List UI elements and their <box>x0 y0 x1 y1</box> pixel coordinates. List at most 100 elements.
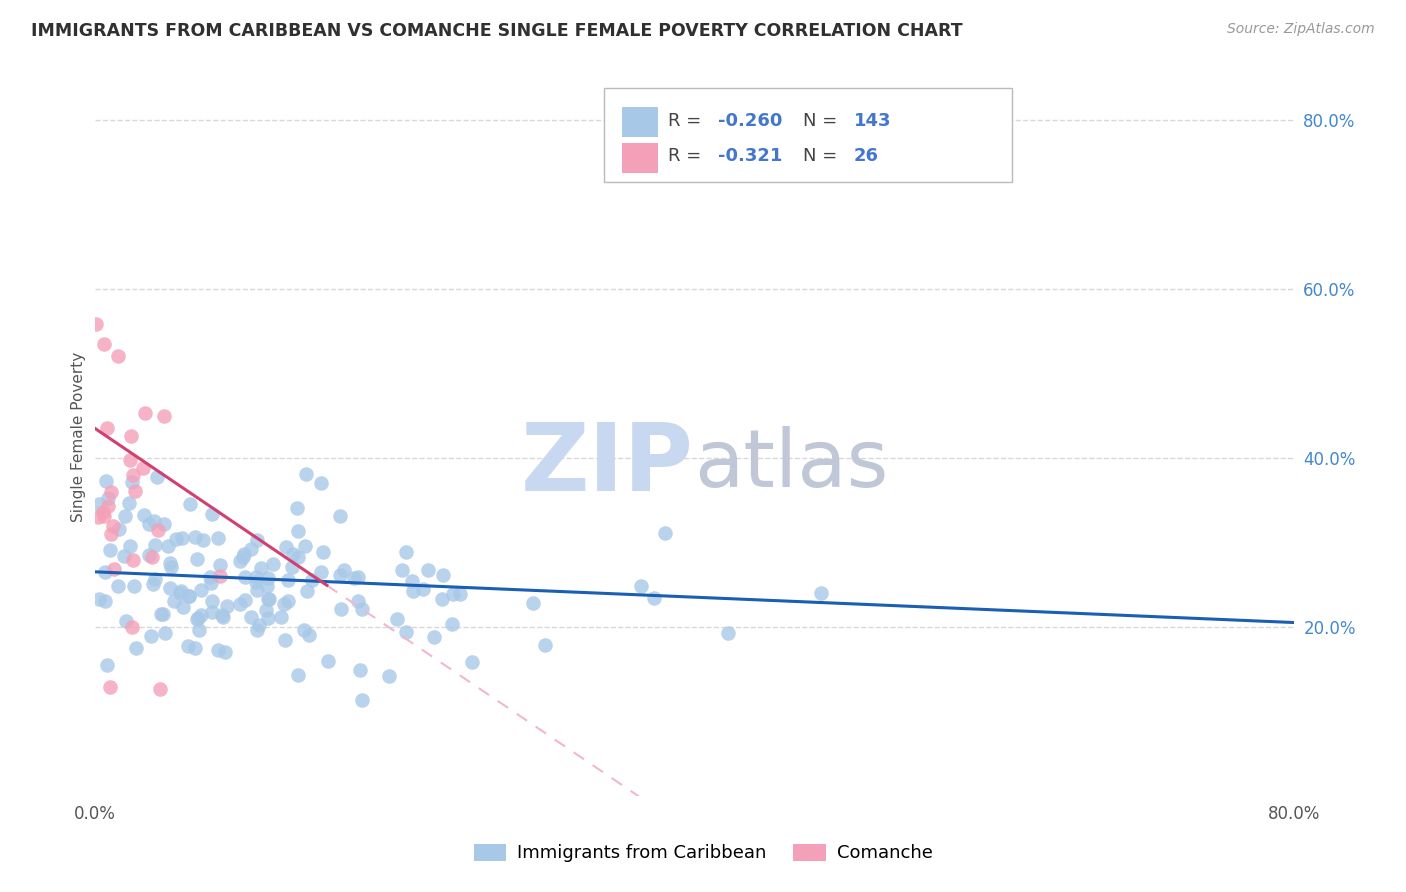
FancyBboxPatch shape <box>623 143 658 173</box>
Point <box>391 563 413 577</box>
Point <box>200 594 222 608</box>
Point <box>257 571 280 585</box>
Text: 26: 26 <box>853 147 879 165</box>
Point <box>145 572 167 586</box>
Point <box>287 550 309 565</box>
Point <box>107 522 129 536</box>
Point <box>207 532 229 546</box>
Point <box>294 539 316 553</box>
Point <box>329 601 352 615</box>
Point <box>316 654 339 668</box>
Point <box>256 591 278 606</box>
Point <box>343 571 366 585</box>
Point <box>254 603 277 617</box>
Point <box>401 574 423 589</box>
Point <box>810 586 832 600</box>
Point <box>94 565 117 579</box>
Point <box>103 562 125 576</box>
Point <box>717 626 740 640</box>
Point <box>309 566 332 580</box>
Text: -0.260: -0.260 <box>718 112 783 129</box>
Point <box>630 579 652 593</box>
Point <box>153 409 176 423</box>
Point <box>107 349 129 363</box>
Point <box>329 508 352 523</box>
Y-axis label: Single Female Poverty: Single Female Poverty <box>72 351 86 522</box>
Point <box>100 527 122 541</box>
Point <box>172 599 194 614</box>
Point <box>97 491 120 506</box>
Point <box>292 624 315 638</box>
Point <box>134 508 156 522</box>
Point <box>209 569 232 583</box>
Point <box>416 563 439 577</box>
Point <box>139 629 162 643</box>
Point <box>134 406 156 420</box>
Point <box>385 612 408 626</box>
Point <box>277 573 299 587</box>
Point <box>329 568 352 582</box>
Point <box>184 529 207 543</box>
Point <box>183 640 205 655</box>
Point <box>522 596 544 610</box>
Legend: Immigrants from Caribbean, Comanche: Immigrants from Caribbean, Comanche <box>467 837 939 870</box>
Text: atlas: atlas <box>695 426 889 504</box>
Point <box>112 549 135 564</box>
Point <box>412 582 434 596</box>
Point <box>157 539 180 553</box>
Point <box>233 593 256 607</box>
Text: R =: R = <box>668 112 707 129</box>
Point <box>534 638 557 652</box>
Point <box>346 594 368 608</box>
Point <box>350 693 373 707</box>
Text: ZIP: ZIP <box>522 419 695 511</box>
Point <box>378 668 401 682</box>
Point <box>245 575 267 590</box>
Point <box>131 460 153 475</box>
Point <box>100 543 122 558</box>
Point <box>186 551 208 566</box>
Text: IMMIGRANTS FROM CARIBBEAN VS COMANCHE SINGLE FEMALE POVERTY CORRELATION CHART: IMMIGRANTS FROM CARIBBEAN VS COMANCHE SI… <box>31 22 963 40</box>
Point <box>122 467 145 482</box>
Point <box>186 612 208 626</box>
Point <box>256 579 278 593</box>
Point <box>232 549 254 564</box>
Point <box>233 570 256 584</box>
Point <box>187 611 209 625</box>
Point <box>262 557 284 571</box>
Point <box>100 484 122 499</box>
Point <box>423 630 446 644</box>
Point <box>214 645 236 659</box>
Point <box>138 516 160 531</box>
Point <box>84 317 107 331</box>
Text: Source: ZipAtlas.com: Source: ZipAtlas.com <box>1227 22 1375 37</box>
Point <box>159 556 181 570</box>
Point <box>165 532 187 546</box>
Point <box>240 610 263 624</box>
Point <box>142 514 165 528</box>
FancyBboxPatch shape <box>623 107 658 137</box>
Point <box>120 428 142 442</box>
Point <box>211 607 233 622</box>
Point <box>91 505 114 519</box>
Point <box>297 584 319 599</box>
Point <box>97 500 120 514</box>
Point <box>643 591 665 605</box>
Point <box>461 655 484 669</box>
Point <box>107 579 129 593</box>
Point <box>121 620 143 634</box>
Point <box>169 583 191 598</box>
Point <box>124 484 146 499</box>
Point <box>246 623 269 637</box>
Point <box>150 607 173 622</box>
Point <box>273 597 295 611</box>
Point <box>96 657 118 672</box>
Point <box>94 474 117 488</box>
Point <box>177 589 200 603</box>
Text: N =: N = <box>803 112 844 129</box>
Point <box>143 538 166 552</box>
Point <box>276 541 298 555</box>
Point <box>94 593 117 607</box>
Text: -0.321: -0.321 <box>718 147 783 165</box>
Point <box>86 509 108 524</box>
